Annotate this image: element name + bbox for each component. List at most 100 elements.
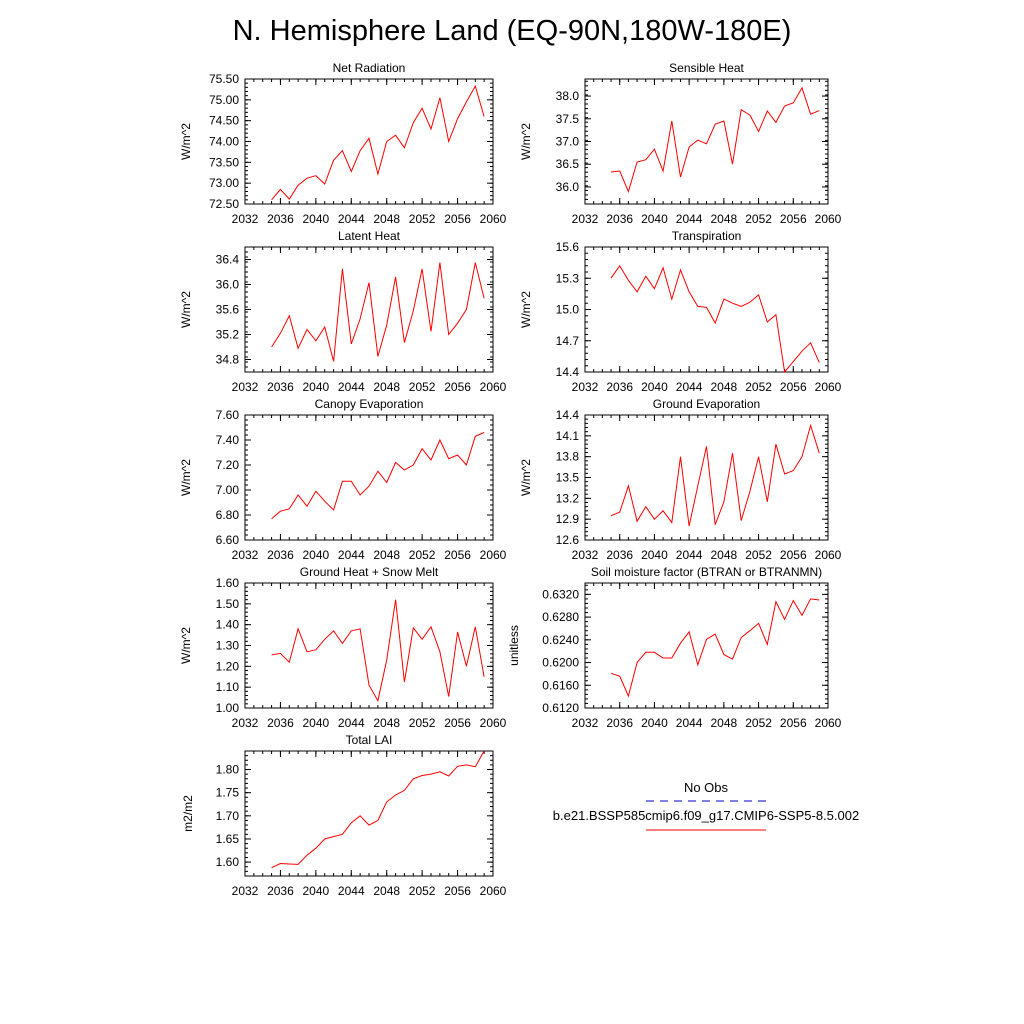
- x-tick-label: 2032: [232, 212, 259, 226]
- y-tick-label: 34.8: [216, 353, 240, 367]
- x-tick-label: 2044: [338, 716, 365, 730]
- x-tick-label: 2052: [745, 716, 772, 730]
- panel-5: Canopy Evaporation W/m^2 2032 2036 2040 2044 2…: [179, 397, 507, 562]
- plot-frame: [244, 78, 494, 205]
- x-tick-label: 2036: [606, 548, 633, 562]
- series-line: [271, 750, 485, 869]
- x-tick-label: 2052: [409, 212, 436, 226]
- x-tick-label: 2036: [267, 380, 294, 394]
- x-tick-label: 2052: [745, 380, 772, 394]
- y-tick-label: 6.80: [216, 508, 240, 522]
- y-tick-label: 7.00: [216, 483, 240, 497]
- x-tick-label: 2056: [444, 380, 471, 394]
- x-tick-label: 2052: [745, 548, 772, 562]
- y-tick-label: 1.60: [216, 576, 240, 590]
- x-tick-label: 2056: [444, 884, 471, 898]
- x-tick-label: 2056: [444, 212, 471, 226]
- y-tick-label: 7.20: [216, 458, 240, 472]
- legend-obs-label: No Obs: [684, 780, 729, 795]
- x-tick-label: 2060: [815, 716, 842, 730]
- y-axis-label: unitless: [507, 625, 521, 666]
- x-tick-label: 2056: [780, 548, 807, 562]
- y-axis-label: W/m^2: [179, 459, 193, 496]
- x-tick-label: 2040: [303, 716, 330, 730]
- panel-title: Sensible Heat: [669, 61, 744, 75]
- x-tick-label: 2052: [409, 716, 436, 730]
- y-tick-label: 1.40: [216, 618, 240, 632]
- x-tick-label: 2032: [232, 716, 259, 730]
- x-tick-label: 2040: [303, 380, 330, 394]
- panel-title: Net Radiation: [333, 61, 406, 75]
- panel-6: Ground Evaporation W/m^2 2032 2036 2040 2044 2…: [519, 397, 842, 562]
- y-tick-label: 1.10: [216, 680, 240, 694]
- plot-frame: [584, 246, 829, 373]
- x-tick-label: 2036: [606, 380, 633, 394]
- y-tick-label: 7.60: [216, 408, 240, 422]
- y-tick-label: 75.00: [209, 93, 239, 107]
- panel-title: Ground Heat + Snow Melt: [300, 565, 439, 579]
- series-line: [610, 598, 820, 698]
- x-tick-label: 2060: [815, 380, 842, 394]
- y-tick-label: 1.75: [216, 786, 240, 800]
- legend: No Obs b.e21.BSSP585cmip6.f09_g17.CMIP6-…: [553, 780, 859, 831]
- y-tick-label: 1.50: [216, 597, 240, 611]
- x-tick-label: 2060: [480, 884, 507, 898]
- y-tick-label: 37.5: [556, 112, 580, 126]
- y-tick-label: 12.6: [556, 533, 580, 547]
- y-tick-label: 1.30: [216, 639, 240, 653]
- y-tick-label: 72.50: [209, 197, 239, 211]
- series-line: [271, 432, 485, 520]
- x-tick-label: 2040: [641, 716, 668, 730]
- y-tick-label: 0.6240: [542, 633, 579, 647]
- series-line: [610, 423, 820, 527]
- y-tick-label: 15.6: [556, 240, 580, 254]
- y-tick-label: 6.60: [216, 533, 240, 547]
- x-tick-label: 2032: [572, 380, 599, 394]
- plot-frame: [244, 246, 494, 373]
- x-tick-label: 2048: [373, 380, 400, 394]
- x-tick-label: 2032: [572, 212, 599, 226]
- y-tick-label: 14.4: [556, 365, 580, 379]
- x-tick-label: 2048: [373, 884, 400, 898]
- x-tick-label: 2036: [606, 716, 633, 730]
- x-tick-label: 2048: [711, 212, 738, 226]
- panel-title: Total LAI: [346, 733, 393, 747]
- x-tick-label: 2040: [303, 884, 330, 898]
- y-tick-label: 12.9: [556, 512, 580, 526]
- y-tick-label: 36.0: [216, 278, 240, 292]
- x-tick-label: 2052: [409, 548, 436, 562]
- y-tick-label: 1.20: [216, 659, 240, 673]
- y-axis-label: W/m^2: [519, 459, 533, 496]
- x-tick-label: 2044: [676, 548, 703, 562]
- x-tick-label: 2036: [267, 212, 294, 226]
- plot-frame: [584, 414, 829, 541]
- panel-title: Ground Evaporation: [653, 397, 760, 411]
- x-tick-label: 2032: [232, 548, 259, 562]
- series-line: [610, 264, 820, 374]
- x-tick-label: 2044: [338, 212, 365, 226]
- y-axis-label: W/m^2: [519, 291, 533, 328]
- x-tick-label: 2036: [606, 212, 633, 226]
- y-tick-label: 1.65: [216, 832, 240, 846]
- x-tick-label: 2032: [572, 716, 599, 730]
- panel-title: Canopy Evaporation: [315, 397, 424, 411]
- y-tick-label: 0.6120: [542, 701, 579, 715]
- y-axis-label: W/m^2: [179, 627, 193, 664]
- x-tick-label: 2044: [338, 884, 365, 898]
- x-tick-label: 2048: [373, 548, 400, 562]
- y-tick-label: 0.6160: [542, 678, 579, 692]
- panel-4: Transpiration W/m^2 2032 2036 2040 2044 2048 20…: [519, 229, 842, 394]
- y-tick-label: 35.6: [216, 303, 240, 317]
- y-tick-label: 74.50: [209, 114, 239, 128]
- y-tick-label: 0.6320: [542, 587, 579, 601]
- y-tick-label: 1.70: [216, 809, 240, 823]
- x-tick-label: 2040: [641, 212, 668, 226]
- x-tick-label: 2060: [815, 548, 842, 562]
- x-tick-label: 2044: [676, 716, 703, 730]
- x-tick-label: 2032: [232, 884, 259, 898]
- y-tick-label: 36.5: [556, 157, 580, 171]
- y-tick-label: 15.0: [556, 303, 580, 317]
- y-axis-label: W/m^2: [179, 291, 193, 328]
- x-tick-label: 2032: [232, 380, 259, 394]
